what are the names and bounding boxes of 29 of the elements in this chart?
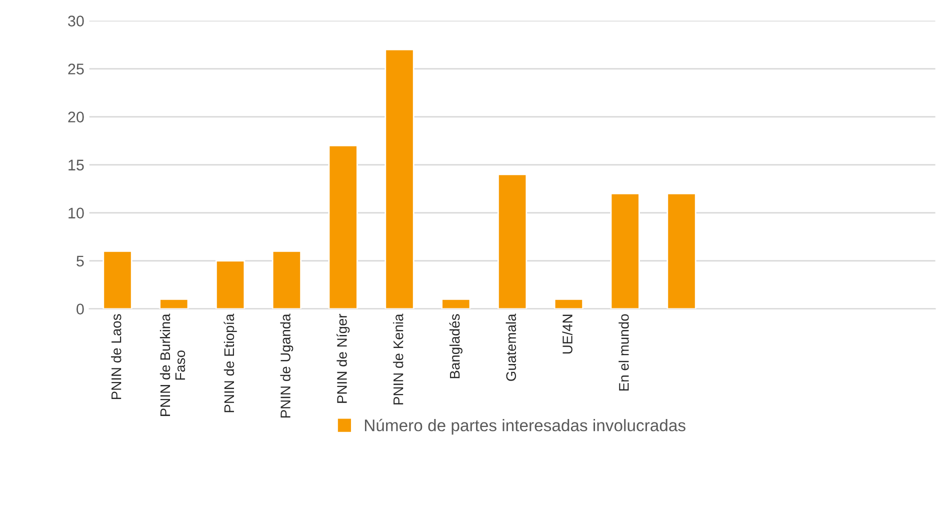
- y-tick-label: 0: [76, 304, 84, 314]
- legend-label: Número de partes interesadas involucradas: [364, 418, 686, 435]
- bar: [272, 250, 302, 309]
- bar: [554, 298, 584, 309]
- y-tick-label: 20: [68, 112, 84, 122]
- bar: [498, 174, 528, 309]
- x-tick-label: PNIN de Laos: [111, 314, 122, 399]
- bar: [441, 298, 471, 309]
- x-tick-label: Guatemala: [506, 314, 516, 381]
- x-tick-label: PNIN de Níger: [336, 314, 350, 403]
- bar: [610, 192, 640, 309]
- y-tick-label: 25: [68, 64, 84, 74]
- bar: [216, 260, 246, 309]
- x-tick-label: UE/4N: [562, 314, 572, 354]
- y-tick-label: 5: [76, 256, 84, 266]
- y-tick-label: 30: [68, 16, 84, 26]
- y-tick-label: 10: [68, 208, 84, 218]
- bar: [384, 48, 414, 309]
- x-tick-label: PNIN de Kenia: [393, 314, 404, 404]
- x-tick-label: PNIN de Burkina Faso: [160, 314, 186, 416]
- x-tick-label: Bangladés: [449, 314, 462, 378]
- x-tick-label: PNIN de Etiopía: [224, 314, 237, 412]
- bar: [159, 298, 189, 309]
- bar: [102, 250, 132, 309]
- bar: [666, 192, 696, 309]
- x-tick-label: PNIN de Uganda: [280, 314, 294, 418]
- y-tick-label: 15: [68, 160, 84, 170]
- x-tick-label: En el mundo: [618, 314, 629, 391]
- bar: [328, 144, 358, 309]
